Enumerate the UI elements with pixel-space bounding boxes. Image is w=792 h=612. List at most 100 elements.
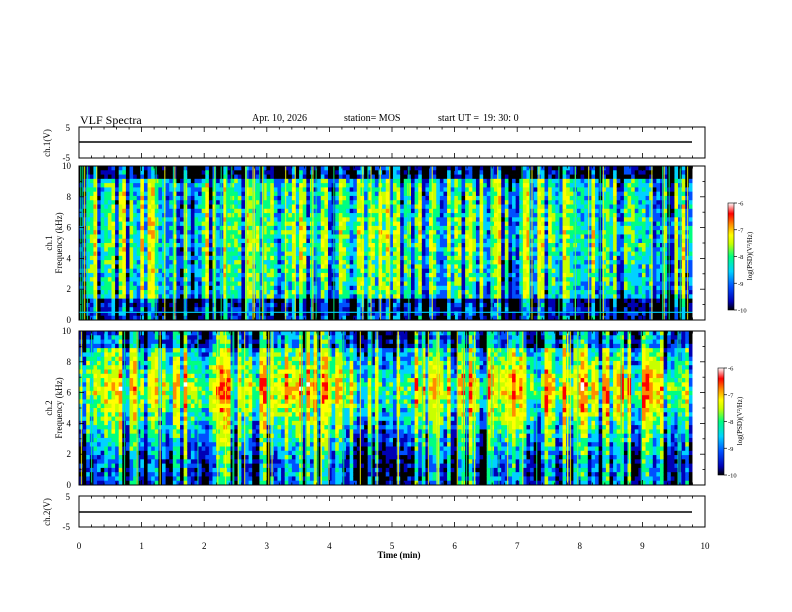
spectrogram-cell xyxy=(194,217,199,223)
spectrogram-cell xyxy=(367,204,372,210)
spectrogram-cell xyxy=(270,268,275,274)
spectrogram-cell xyxy=(284,221,289,227)
spectrogram-cell xyxy=(129,255,134,261)
spectrogram-cell xyxy=(342,213,347,218)
spectrogram-cell xyxy=(89,178,94,184)
spectrogram-cell xyxy=(558,268,563,274)
spectrogram-cell xyxy=(151,170,156,175)
spectrogram-cell xyxy=(277,217,282,223)
spectrogram-cell xyxy=(198,200,203,205)
spectrogram-cell xyxy=(475,187,480,193)
spectrogram-cell xyxy=(526,230,531,235)
spectrogram-cell xyxy=(522,294,527,300)
spectrogram-cell xyxy=(504,315,509,321)
spectrogram-cell xyxy=(389,315,394,321)
spectrogram-cell xyxy=(223,225,228,231)
spectrogram-cell xyxy=(320,183,325,188)
spectrogram-cell xyxy=(400,260,405,265)
spectrogram-cell xyxy=(551,315,556,321)
spectrogram-cell xyxy=(241,234,246,240)
spectrogram-cell xyxy=(497,213,502,218)
spectrogram-cell xyxy=(342,243,347,248)
spectrogram-cell xyxy=(190,260,195,265)
spectrogram-cell xyxy=(111,213,116,218)
date-label: Apr. 10, 2026 xyxy=(252,113,307,124)
spectrogram-cell xyxy=(457,221,462,227)
spectrogram-cell xyxy=(447,290,452,295)
spectrogram-cell xyxy=(400,298,405,304)
spectrogram-cell xyxy=(342,307,347,312)
spectrogram-cell xyxy=(486,230,491,235)
spectrogram-cell xyxy=(353,191,358,197)
spectrogram-cell xyxy=(382,285,387,291)
spectrogram-cell xyxy=(129,260,134,265)
spectrogram-cell xyxy=(364,290,369,295)
spectrogram-cell xyxy=(533,281,538,287)
spectrogram-cell xyxy=(266,195,271,201)
spectrogram-cell xyxy=(226,298,231,304)
spectrogram-cell xyxy=(540,238,545,244)
spectrogram-cell xyxy=(548,264,553,270)
spectrogram-cell xyxy=(281,290,286,295)
spectrogram-cell xyxy=(540,213,545,218)
spectrogram-cell xyxy=(555,213,560,218)
spectrogram-cell xyxy=(237,315,242,321)
spectrogram-cell xyxy=(389,183,394,188)
spectrogram-cell xyxy=(302,187,307,193)
spectrogram-cell xyxy=(465,285,470,291)
spectrogram-cell xyxy=(129,243,134,248)
spectrogram-cell xyxy=(86,315,91,321)
spectrogram-cell xyxy=(284,290,289,295)
spectrogram-cell xyxy=(403,290,408,295)
spectrogram-cell xyxy=(472,195,477,201)
spectrogram-cell xyxy=(515,294,520,300)
spectrogram-cell xyxy=(385,204,390,210)
spectrogram-cell xyxy=(245,238,250,244)
spectrogram-cell xyxy=(475,260,480,265)
spectrogram-cell xyxy=(140,255,145,261)
spectrogram-cell xyxy=(143,204,148,210)
spectrogram-cell xyxy=(136,230,141,235)
spectrogram-cell xyxy=(93,238,98,244)
spectrogram-cell xyxy=(259,221,264,227)
spectrogram-cell xyxy=(501,183,506,188)
spectrogram-cell xyxy=(162,307,167,312)
spectrogram-cell xyxy=(107,243,112,248)
spectrogram-cell xyxy=(140,302,145,308)
spectrogram-cell xyxy=(198,272,203,278)
spectrogram-cell xyxy=(129,264,134,270)
spectrogram-cell xyxy=(169,200,174,205)
spectrogram-cell xyxy=(93,174,98,180)
spectrogram-cell xyxy=(273,251,278,257)
spectrogram-cell xyxy=(234,315,239,321)
spectrogram-cell xyxy=(512,208,517,214)
spectrogram-cell xyxy=(512,268,517,274)
spectrogram-cell xyxy=(230,191,235,197)
spectrogram-cell xyxy=(194,311,199,317)
spectrogram-cell xyxy=(281,221,286,227)
spectrogram-cell xyxy=(223,183,228,188)
spectrogram-cell xyxy=(454,260,459,265)
spectrogram-cell xyxy=(302,260,307,265)
spectrogram-cell xyxy=(93,315,98,321)
spectrogram-cell xyxy=(216,315,221,321)
spectrogram-cell xyxy=(439,191,444,197)
spectrogram-cell xyxy=(544,225,549,231)
spectrogram-cell xyxy=(392,272,397,278)
spectrogram-cell xyxy=(544,302,549,308)
spectrogram-cell xyxy=(443,281,448,287)
spectrogram-cell xyxy=(421,230,426,235)
spectrogram-cell xyxy=(411,204,416,210)
spectrogram-cell xyxy=(165,302,170,308)
spectrogram-cell xyxy=(263,234,268,240)
spectrogram-cell xyxy=(364,213,369,218)
spectrogram-cell xyxy=(165,183,170,188)
spectrogram-cell xyxy=(237,178,242,184)
spectrogram-cell xyxy=(143,225,148,231)
spectrogram-cell xyxy=(508,294,513,300)
spectrogram-cell xyxy=(540,311,545,317)
spectrogram-cell xyxy=(411,255,416,261)
spectrogram-cell xyxy=(558,238,563,244)
spectrogram-cell xyxy=(111,243,116,248)
spectrogram-cell xyxy=(154,217,159,223)
